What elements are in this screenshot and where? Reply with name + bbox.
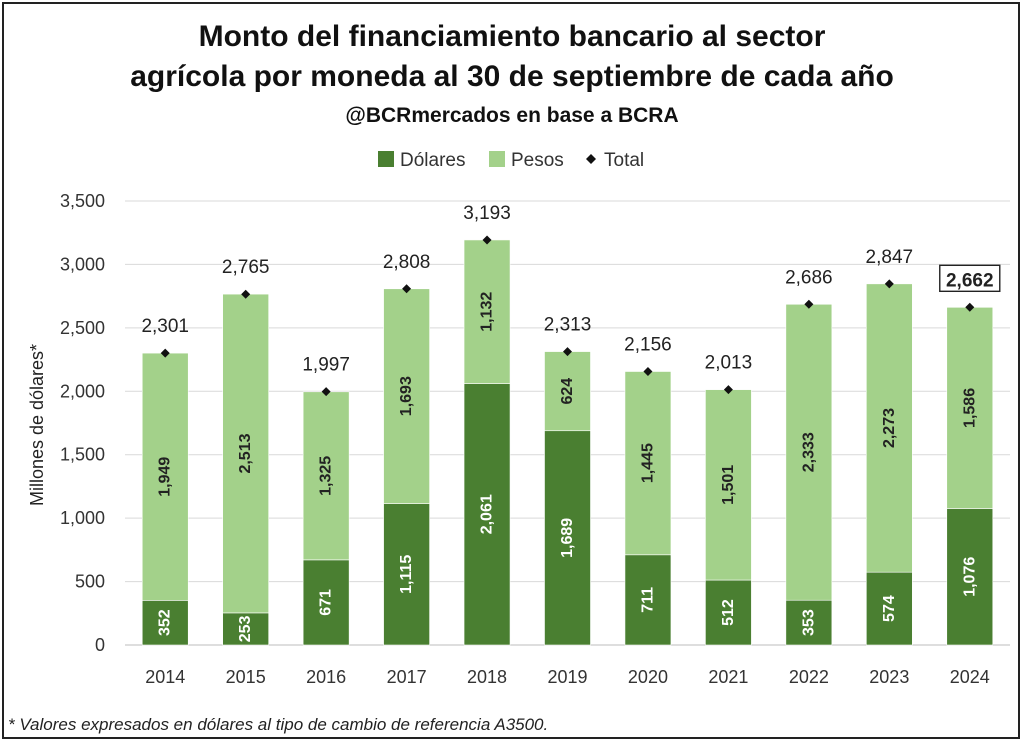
legend-label-pesos: Pesos (511, 150, 564, 171)
y-tick-label: 3,000 (60, 254, 105, 274)
segment-label-dolares-2021: 512 (720, 599, 737, 626)
x-tick-label-2017: 2017 (387, 667, 427, 687)
total-marker-2015 (241, 289, 251, 299)
legend: Dólares Pesos Total (378, 150, 644, 171)
bar-dolares-2014 (141, 600, 189, 646)
y-tick-label: 2,500 (60, 318, 105, 338)
y-tick-label: 1,000 (60, 508, 105, 528)
total-label-2014: 2,301 (141, 316, 189, 337)
y-axis: 0 500 1,000 1,500 2,000 2,500 3,000 3,500 (60, 191, 105, 655)
bar-pesos-2021 (705, 389, 752, 581)
x-tick-label-2020: 2020 (628, 667, 668, 687)
legend-marker-total (586, 154, 596, 164)
y-tick-label: 0 (95, 635, 105, 655)
y-tick-label: 2,000 (60, 381, 105, 401)
segment-label-pesos-2018: 1,132 (479, 292, 496, 332)
bar-dolares-2017 (383, 503, 430, 646)
x-tick-label-2021: 2021 (708, 667, 748, 687)
segment-label-dolares-2019: 1,689 (559, 518, 576, 558)
chart-title-line-1: Monto del financiamiento bancario al sec… (199, 20, 826, 53)
bar-dolares-2022 (785, 599, 833, 646)
bar-pesos-2014 (141, 352, 189, 601)
segment-label-dolares-2018: 2,061 (479, 494, 496, 534)
bar-dolares-2023 (866, 571, 913, 646)
chart-subtitle: @BCRmercados en base a BCRA (345, 104, 678, 127)
segment-label-dolares-2014: 352 (157, 609, 174, 636)
total-label-2016: 1,997 (302, 355, 350, 376)
segment-label-dolares-2024: 1,076 (961, 557, 978, 597)
total-label-2024: 2,662 (946, 270, 994, 291)
total-label-2017: 2,808 (383, 252, 431, 273)
bars: 352 1,949 253 2,513 671 1,325 1,115 1,693 2,061 1… (141, 239, 994, 646)
segment-label-pesos-2016: 1,325 (318, 456, 335, 496)
bar-pesos-2022 (785, 303, 833, 601)
total-label-2015: 2,765 (222, 257, 270, 278)
bar-pesos-2019 (544, 351, 591, 432)
total-marker-2021 (723, 385, 733, 395)
bar-pesos-2015 (222, 293, 269, 614)
bar-pesos-2024 (946, 307, 994, 509)
total-label-2018: 3,193 (463, 203, 511, 224)
y-tick-label: 3,500 (60, 191, 105, 211)
bar-pesos-2020 (624, 371, 672, 556)
segment-label-pesos-2023: 2,273 (881, 408, 898, 448)
segment-label-dolares-2022: 353 (800, 609, 817, 636)
total-marker-2023 (884, 279, 894, 289)
segment-label-pesos-2015: 2,513 (237, 433, 254, 473)
segment-label-pesos-2021: 1,501 (720, 465, 737, 505)
segment-label-pesos-2019: 624 (559, 378, 576, 405)
bar-pesos-2017 (383, 288, 430, 504)
legend-label-total: Total (604, 150, 644, 171)
bar-dolares-2018 (463, 383, 511, 646)
total-marker-2017 (402, 284, 412, 294)
legend-swatch-pesos (489, 151, 505, 167)
total-marker-2016 (321, 387, 331, 397)
segment-label-dolares-2016: 671 (318, 589, 335, 616)
segment-label-pesos-2017: 1,693 (398, 376, 415, 416)
x-tick-label-2018: 2018 (467, 667, 507, 687)
legend-swatch-dolares (378, 151, 394, 167)
y-axis-label: Millones de dólares* (27, 344, 47, 506)
total-label-2022: 2,686 (785, 267, 833, 288)
footnote: * Valores expresados en dólares al tipo … (8, 715, 548, 734)
bar-pesos-2023 (866, 283, 913, 573)
segment-label-pesos-2024: 1,586 (961, 388, 978, 428)
x-tick-label-2014: 2014 (145, 667, 185, 687)
total-label-box-2024 (939, 264, 1001, 293)
x-tick-label-2019: 2019 (547, 667, 587, 687)
segment-label-pesos-2022: 2,333 (800, 432, 817, 472)
total-label-2020: 2,156 (624, 334, 672, 355)
total-label-2021: 2,013 (705, 353, 753, 374)
totals: 2,301 2,765 1,997 2,808 3,193 2,313 2,156 2,013… (141, 203, 1001, 397)
segment-label-dolares-2015: 253 (237, 616, 254, 643)
x-tick-label-2023: 2023 (869, 667, 909, 687)
bar-pesos-2018 (463, 239, 511, 384)
x-tick-label-2015: 2015 (226, 667, 266, 687)
segment-label-pesos-2014: 1,949 (157, 457, 174, 497)
x-tick-label-2024: 2024 (950, 667, 990, 687)
total-marker-2022 (804, 299, 814, 309)
total-marker-2019 (563, 347, 572, 357)
bar-dolares-2024 (946, 508, 994, 646)
total-label-2023: 2,847 (866, 247, 914, 268)
chart-title-line-2: agrícola por moneda al 30 de septiembre … (130, 60, 894, 93)
y-tick-label: 1,500 (60, 445, 105, 465)
total-label-2019: 2,313 (544, 315, 592, 336)
total-marker-2024 (965, 302, 975, 312)
segment-label-pesos-2020: 1,445 (639, 443, 656, 483)
x-tick-label-2016: 2016 (306, 667, 346, 687)
segment-label-dolares-2023: 574 (881, 595, 898, 622)
total-marker-2014 (160, 348, 170, 358)
total-marker-2020 (643, 366, 653, 376)
bar-dolares-2015 (222, 612, 269, 646)
segment-label-dolares-2017: 1,115 (398, 555, 415, 594)
x-tick-label-2022: 2022 (789, 667, 829, 687)
legend-label-dolares: Dólares (400, 150, 465, 171)
y-tick-label: 500 (75, 572, 105, 592)
total-marker-2018 (482, 235, 492, 245)
segment-label-dolares-2020: 711 (639, 587, 656, 613)
bar-dolares-2019 (544, 430, 591, 646)
x-axis: 2014 2015 2016 2017 2018 2019 2020 2021 2022 2023… (145, 667, 990, 687)
